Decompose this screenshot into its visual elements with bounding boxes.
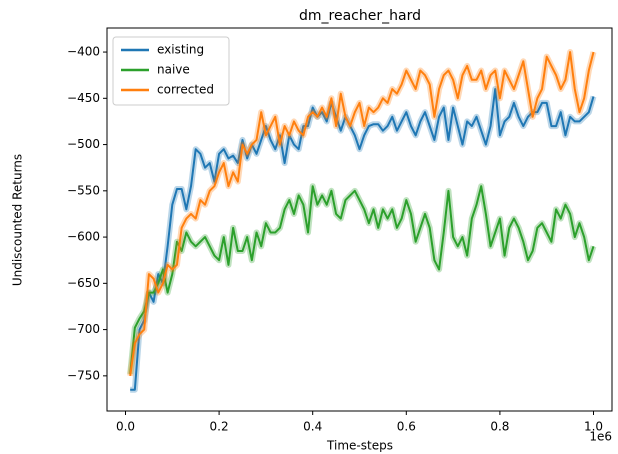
legend-label: existing [157,43,204,57]
y-axis-label: Undiscounted Returns [11,154,25,286]
x-offset-label: 1e6 [589,430,612,444]
y-tick-label: −700 [67,322,100,336]
x-tick-label: 0.0 [116,420,135,434]
y-tick-label: −500 [67,137,100,151]
series-line [129,51,595,376]
series-line [130,88,595,391]
y-tick-label: −750 [67,368,100,382]
legend-label: naive [157,63,190,77]
y-tick-label: −550 [67,183,100,197]
y-tick-label: −600 [67,230,100,244]
y-tick-label: −450 [67,91,100,105]
y-tick-label: −650 [67,276,100,290]
chart-title: dm_reacher_hard [299,8,421,24]
x-tick-label: 0.6 [397,420,416,434]
x-axis-label: Time-steps [326,439,393,453]
y-tick-label: −400 [67,45,100,59]
legend-box [112,36,230,106]
x-tick-label: 1.0 [584,420,603,434]
legend-label: corrected [157,83,214,97]
x-tick-label: 0.4 [303,420,322,434]
x-tick-label: 0.8 [490,420,509,434]
plot-frame [106,27,613,412]
x-tick-label: 0.2 [210,420,229,434]
series-line [129,185,595,375]
